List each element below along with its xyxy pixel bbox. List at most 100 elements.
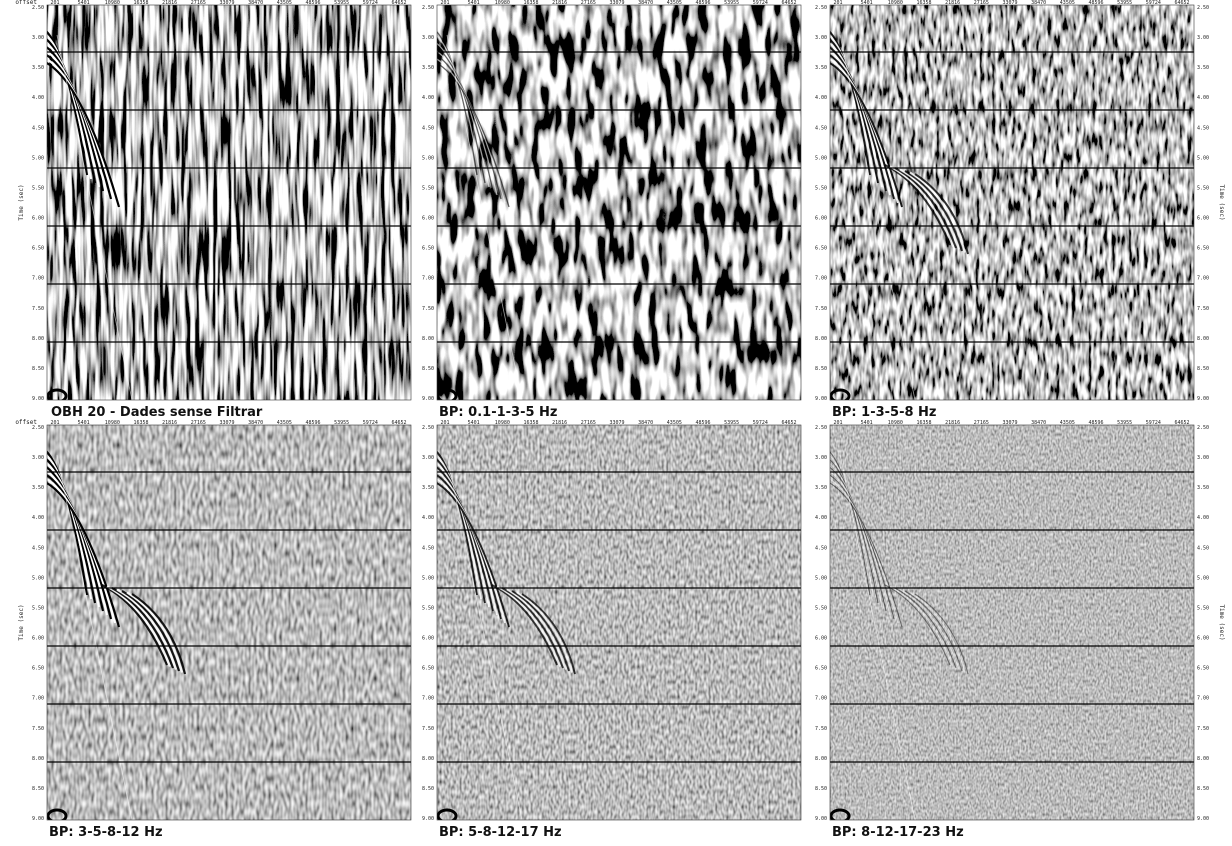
y-tick-label: 7.50 [422,306,434,312]
diagonal-arrival [56,34,133,400]
x-axis-title: offset [15,0,37,6]
wavefront [516,591,573,673]
y-tick-label: 8.50 [32,366,44,372]
y-tick-label: 4.00 [422,95,434,101]
panel-border [436,424,802,821]
y-tick-label: 8.00 [1197,756,1209,762]
x-axis-title: offset [15,419,37,426]
x-tick-label: 21816 [552,420,567,426]
panel-border [829,4,1195,401]
x-tick-label: 64652 [1174,420,1189,426]
y-tick-label: 7.00 [815,696,827,702]
y-tick-label: 5.00 [815,575,827,581]
x-tick-label: 201 [440,0,449,6]
x-tick-label: 201 [440,420,449,426]
y-tick-label: 6.00 [422,216,434,222]
wavefront [894,587,957,669]
y-tick-label: 2.50 [422,5,434,11]
wavefront [909,592,966,673]
x-tick-label: 53955 [334,0,349,6]
x-tick-label: 10980 [105,0,120,6]
wavefront [501,587,564,669]
x-tick-label: 48596 [305,0,320,6]
y-tick-label: 5.50 [32,605,44,611]
y-tick-label: 5.00 [1197,155,1209,161]
source-spot [830,388,851,400]
x-tick-label: 59724 [363,0,378,6]
y-tick-label: 8.50 [422,786,434,792]
y-tick-label: 9.00 [32,396,44,402]
y-tick-label: 5.50 [1197,185,1209,191]
x-tick-label: 201 [833,0,842,6]
y-tick-label: 4.00 [1197,515,1209,521]
y-tick-label: 6.50 [815,246,827,252]
y-tick-label: 3.50 [32,485,44,491]
x-tick-label: 33079 [1002,0,1017,6]
x-tick-label: 64652 [781,420,796,426]
wavefront [111,587,175,669]
y-tick-label: 4.00 [815,95,827,101]
x-tick-label: 33079 [609,420,624,426]
x-tick-label: 201 [833,420,842,426]
y-tick-label: 7.00 [815,276,827,282]
noise-image [47,425,411,820]
y-tick-label: 9.00 [815,816,827,822]
wavefront [904,170,963,252]
wavefront [894,167,957,249]
y-tick-label: 5.00 [422,155,434,161]
y-tick-label: 4.50 [422,125,434,131]
x-tick-label: 64652 [391,0,406,6]
y-tick-label: 6.00 [1197,216,1209,222]
y-tick-label: 5.50 [815,605,827,611]
y-tick-label: 4.00 [32,515,44,521]
diagonal-arrival [56,454,133,820]
y-tick-label: 7.50 [815,726,827,732]
x-tick-label: 48596 [695,420,710,426]
panel-border [436,4,802,401]
wavefront [914,173,969,255]
y-tick-label: 8.50 [32,786,44,792]
x-tick-label: 5401 [468,0,480,6]
y-tick-label: 5.00 [422,575,434,581]
x-tick-label: 48596 [1088,420,1103,426]
y-tick-label: 2.50 [1197,425,1209,431]
x-tick-label: 48596 [1088,0,1103,6]
y-tick-label: 3.50 [1197,65,1209,71]
y-tick-label: 6.00 [1197,636,1209,642]
wavefront [830,62,903,208]
x-tick-label: 38470 [638,420,653,426]
noise-image [830,425,1194,820]
noise-image [830,5,1194,400]
wavefront [131,593,187,675]
y-tick-label: 4.00 [32,95,44,101]
wavefront [914,593,969,675]
x-tick-label: 16358 [523,0,538,6]
x-tick-label: 59724 [1146,420,1161,426]
x-tick-label: 43505 [1060,0,1075,6]
y-tick-label: 3.50 [815,485,827,491]
y-tick-label: 8.50 [1197,786,1209,792]
x-tick-label: 10980 [888,420,903,426]
wavefront [47,61,121,208]
y-tick-label: 4.50 [32,545,44,551]
y-tick-label: 8.50 [1197,366,1209,372]
y-tick-label: 3.00 [422,455,434,461]
x-tick-label: 10980 [495,420,510,426]
wavefront [884,584,951,666]
seismic-panel: 201 5401 10980 16358 21816 27165 33079 38470 435… [422,420,802,840]
x-tick-label: 53955 [724,0,739,6]
y-tick-label: 5.00 [32,155,44,161]
y-tick-label: 6.50 [1197,666,1209,672]
x-tick-label: 5401 [78,420,90,426]
x-tick-label: 21816 [162,420,177,426]
x-tick-label: 33079 [219,0,234,6]
y-tick-label: 9.00 [1197,396,1209,402]
y-tick-label: 8.00 [32,756,44,762]
y-tick-label: 5.50 [32,185,44,191]
panel-caption: BP: 8-12-17-23 Hz [832,825,964,840]
x-tick-label: 38470 [248,0,263,6]
y-tick-label: 4.50 [32,125,44,131]
wavefront [904,590,963,672]
wavefront [909,171,966,253]
x-tick-label: 53955 [724,420,739,426]
